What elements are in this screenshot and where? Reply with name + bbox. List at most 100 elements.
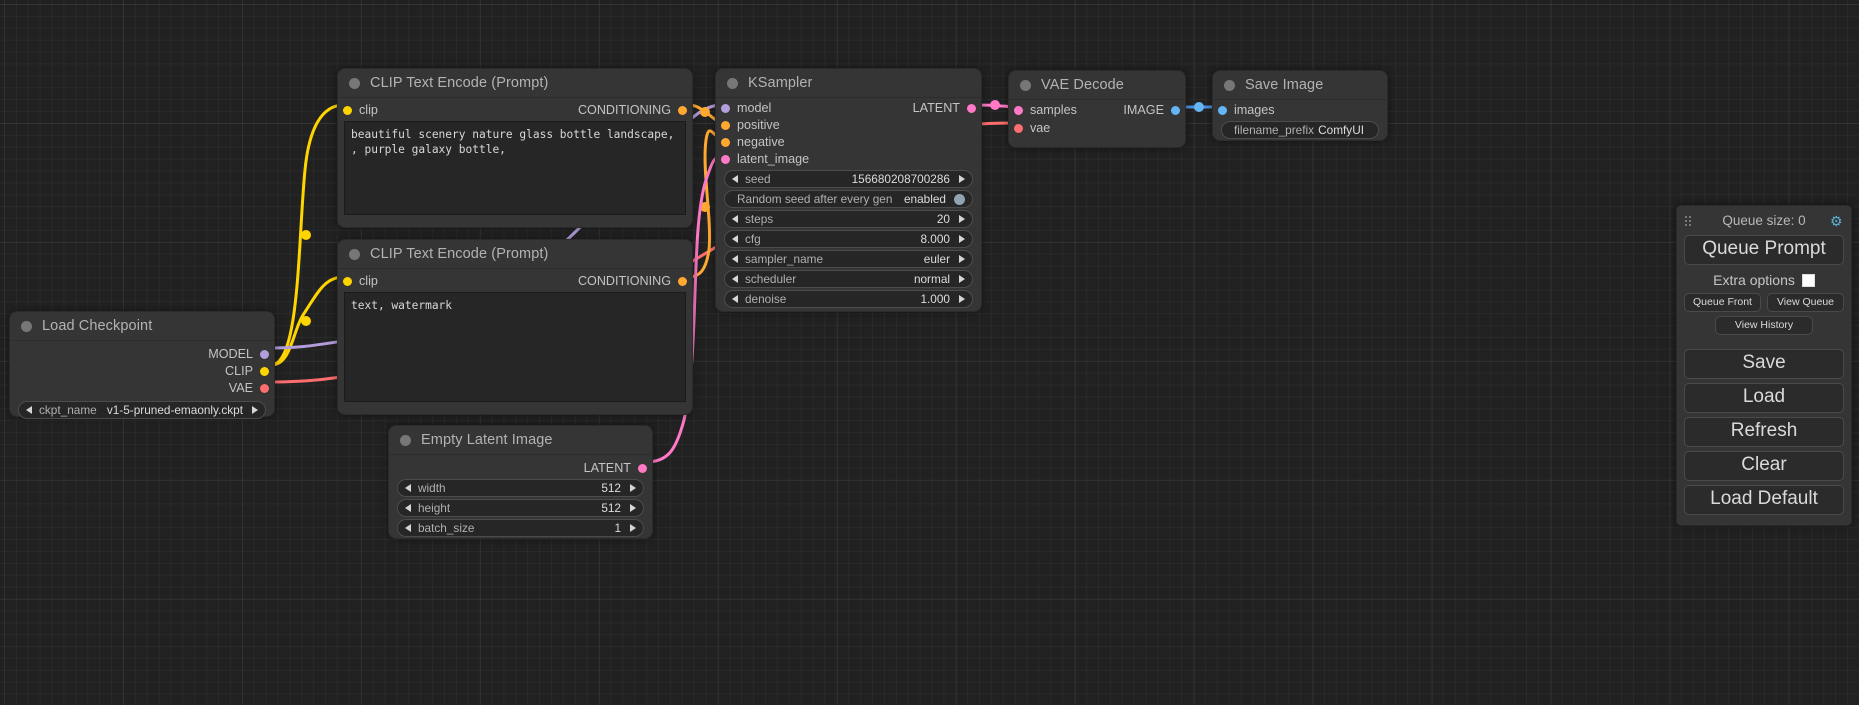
increment-arrow-icon[interactable] [959, 215, 965, 223]
widget-seed[interactable]: seed 156680208700286 [724, 170, 973, 188]
decrement-arrow-icon[interactable] [732, 295, 738, 303]
node-title-text: CLIP Text Encode (Prompt) [370, 246, 549, 262]
output-slot-conditioning[interactable]: CONDITIONING [578, 103, 687, 117]
input-slot-latent-image[interactable]: latent_image [721, 152, 809, 166]
node-vae-decode[interactable]: VAE Decode samples IMAGE vae [1008, 70, 1186, 148]
node-title-bar[interactable]: CLIP Text Encode (Prompt) [338, 69, 692, 98]
increment-arrow-icon[interactable] [959, 235, 965, 243]
increment-arrow-icon[interactable] [959, 255, 965, 263]
widget-value: enabled [904, 192, 946, 206]
widget-value: ComfyUI [1318, 123, 1364, 137]
input-slot-samples[interactable]: samples [1014, 103, 1077, 117]
collapse-dot-icon[interactable] [349, 77, 360, 89]
widget-steps[interactable]: steps 20 [724, 210, 973, 228]
output-slot-image[interactable]: IMAGE [1123, 103, 1180, 117]
decrement-arrow-icon[interactable] [732, 215, 738, 223]
save-button[interactable]: Save [1684, 349, 1844, 379]
output-slot-clip[interactable]: CLIP [225, 364, 269, 378]
decrement-arrow-icon[interactable] [732, 175, 738, 183]
queue-front-button[interactable]: Queue Front [1684, 293, 1761, 312]
decrement-arrow-icon[interactable] [732, 255, 738, 263]
extra-options-checkbox[interactable] [1801, 273, 1815, 287]
node-load-checkpoint[interactable]: Load Checkpoint MODEL CLIP VAE [9, 311, 275, 419]
widget-cfg[interactable]: cfg 8.000 [724, 230, 973, 248]
widget-ckpt-name[interactable]: ckpt_name v1-5-pruned-emaonly.ckpt [18, 401, 266, 419]
view-queue-button[interactable]: View Queue [1767, 293, 1844, 312]
comfy-menu-panel[interactable]: Queue size: 0 ⚙ Queue Prompt Extra optio… [1676, 205, 1852, 526]
increment-arrow-icon[interactable] [630, 484, 636, 492]
widget-width[interactable]: width 512 [397, 479, 644, 497]
prompt-textarea-positive[interactable]: beautiful scenery nature glass bottle la… [344, 121, 686, 215]
output-slot-model[interactable]: MODEL [208, 347, 269, 361]
input-slot-vae[interactable]: vae [1014, 121, 1050, 135]
decrement-arrow-icon[interactable] [405, 484, 411, 492]
node-title-bar[interactable]: Load Checkpoint [10, 312, 274, 341]
input-slot-positive[interactable]: positive [721, 118, 780, 132]
node-title-bar[interactable]: VAE Decode [1009, 71, 1185, 100]
output-slot-conditioning[interactable]: CONDITIONING [578, 274, 687, 288]
decrement-arrow-icon[interactable] [732, 275, 738, 283]
increment-arrow-icon[interactable] [252, 406, 258, 414]
load-default-button[interactable]: Load Default [1684, 485, 1844, 515]
widget-scheduler[interactable]: scheduler normal [724, 270, 973, 288]
collapse-dot-icon[interactable] [727, 77, 738, 89]
node-save-image[interactable]: Save Image images filename_prefix ComfyU… [1212, 70, 1388, 141]
menu-header: Queue size: 0 ⚙ [1684, 212, 1844, 230]
extra-options-row[interactable]: Extra options [1684, 272, 1844, 288]
gear-icon[interactable]: ⚙ [1830, 213, 1843, 229]
slot-dot-icon [260, 349, 269, 359]
decrement-arrow-icon[interactable] [26, 406, 32, 414]
widget-height[interactable]: height 512 [397, 499, 644, 517]
widget-value: 1 [614, 521, 621, 535]
collapse-dot-icon[interactable] [349, 248, 360, 260]
node-ksampler[interactable]: KSampler model LATENT positive [715, 68, 982, 312]
widget-sampler-name[interactable]: sampler_name euler [724, 250, 973, 268]
output-slot-latent[interactable]: LATENT [584, 461, 647, 475]
collapse-dot-icon[interactable] [1020, 79, 1031, 91]
increment-arrow-icon[interactable] [959, 175, 965, 183]
increment-arrow-icon[interactable] [959, 295, 965, 303]
node-clip-text-encode-negative[interactable]: CLIP Text Encode (Prompt) clip CONDITION… [337, 239, 693, 415]
decrement-arrow-icon[interactable] [405, 504, 411, 512]
toggle-indicator-icon[interactable] [954, 193, 965, 205]
widget-label: seed [745, 172, 771, 186]
collapse-dot-icon[interactable] [21, 320, 32, 332]
widget-filename-prefix[interactable]: filename_prefix ComfyUI [1221, 121, 1379, 139]
node-body: samples IMAGE vae [1009, 100, 1185, 144]
view-history-button[interactable]: View History [1715, 316, 1813, 335]
node-empty-latent-image[interactable]: Empty Latent Image LATENT width 512 heig… [388, 425, 653, 539]
node-title-bar[interactable]: CLIP Text Encode (Prompt) [338, 240, 692, 269]
node-title-bar[interactable]: KSampler [716, 69, 981, 98]
input-slot-model[interactable]: model [721, 101, 771, 115]
view-history-row: View History [1684, 316, 1844, 335]
input-slot-clip[interactable]: clip [343, 103, 378, 117]
refresh-button[interactable]: Refresh [1684, 417, 1844, 447]
queue-prompt-button[interactable]: Queue Prompt [1684, 235, 1844, 265]
decrement-arrow-icon[interactable] [732, 235, 738, 243]
input-slot-negative[interactable]: negative [721, 135, 785, 149]
increment-arrow-icon[interactable] [630, 504, 636, 512]
collapse-dot-icon[interactable] [1224, 79, 1235, 91]
decrement-arrow-icon[interactable] [405, 524, 411, 532]
widget-label: sampler_name [745, 252, 824, 266]
collapse-dot-icon[interactable] [400, 434, 411, 446]
node-clip-text-encode-positive[interactable]: CLIP Text Encode (Prompt) clip CONDITION… [337, 68, 693, 228]
input-slot-images[interactable]: images [1218, 103, 1275, 117]
widget-denoise[interactable]: denoise 1.000 [724, 290, 973, 308]
input-slot-clip[interactable]: clip [343, 274, 378, 288]
load-button[interactable]: Load [1684, 383, 1844, 413]
widget-batch-size[interactable]: batch_size 1 [397, 519, 644, 537]
node-title-text: VAE Decode [1041, 77, 1124, 93]
widget-random-seed-toggle[interactable]: Random seed after every gen enabled [724, 190, 973, 208]
output-slot-label: IMAGE [1123, 103, 1164, 117]
prompt-textarea-negative[interactable]: text, watermark [344, 292, 686, 402]
clear-button[interactable]: Clear [1684, 451, 1844, 481]
drag-grip-icon[interactable] [1684, 215, 1693, 227]
node-title-bar[interactable]: Save Image [1213, 71, 1387, 100]
increment-arrow-icon[interactable] [630, 524, 636, 532]
node-title-bar[interactable]: Empty Latent Image [389, 426, 652, 455]
output-slot-latent[interactable]: LATENT [913, 101, 976, 115]
output-slot-vae[interactable]: VAE [229, 381, 269, 395]
increment-arrow-icon[interactable] [959, 275, 965, 283]
